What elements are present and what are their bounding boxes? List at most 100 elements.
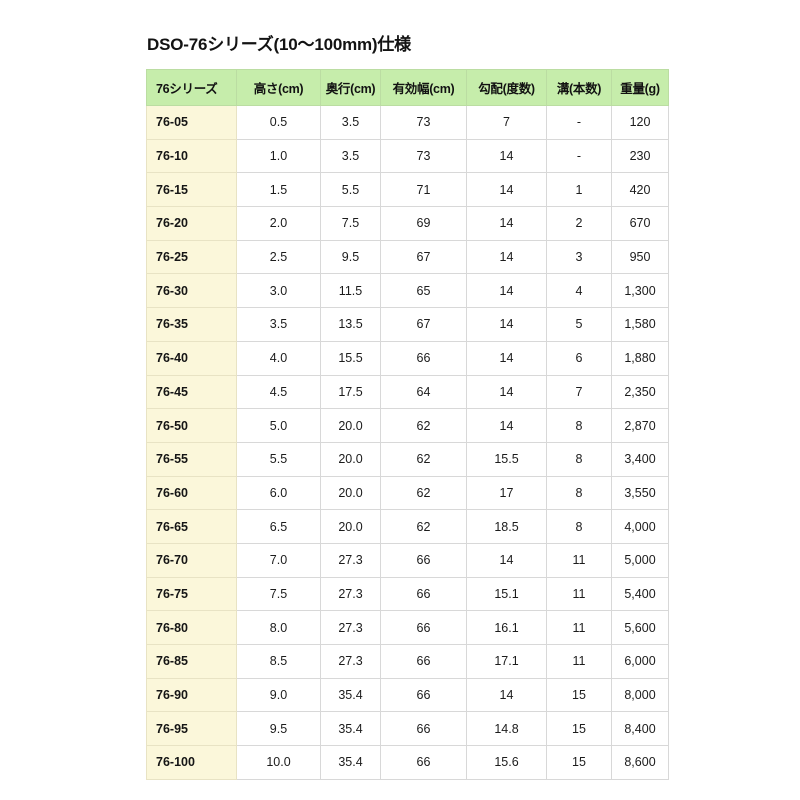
table-row: 76-25 2.5 9.5 67 14 3 950	[146, 239, 669, 275]
row-label-series: 76-95	[146, 711, 237, 747]
cell-weight: 1,880	[611, 340, 669, 376]
cell-slope: 17.1	[466, 644, 547, 679]
table-row: 76-95 9.5 35.4 66 14.8 15 8,400	[146, 711, 669, 747]
table-row: 76-80 8.0 27.3 66 16.1 11 5,600	[146, 610, 669, 645]
cell-depth: 3.5	[320, 105, 381, 140]
cell-weight: 670	[611, 206, 669, 241]
cell-grooves: 4	[546, 273, 612, 309]
cell-depth: 3.5	[320, 138, 381, 174]
row-label-series: 76-50	[146, 408, 237, 443]
cell-grooves: 3	[546, 239, 612, 275]
cell-depth: 11.5	[320, 273, 381, 309]
cell-slope: 18.5	[466, 509, 547, 544]
cell-weight: 6,000	[611, 644, 669, 679]
cell-height: 10.0	[236, 745, 321, 780]
row-label-series: 76-70	[146, 542, 237, 578]
table-row: 76-20 2.0 7.5 69 14 2 670	[146, 206, 669, 241]
row-label-series: 76-40	[146, 340, 237, 376]
cell-slope: 14	[466, 374, 547, 410]
row-label-series: 76-10	[146, 138, 237, 174]
row-label-series: 76-30	[146, 273, 237, 309]
cell-weight: 5,600	[611, 610, 669, 645]
cell-slope: 14	[466, 206, 547, 241]
column-header-height: 高さ(cm)	[236, 69, 321, 106]
row-label-series: 76-25	[146, 239, 237, 275]
column-header-grooves: 溝(本数)	[546, 69, 612, 106]
cell-weight: 1,580	[611, 307, 669, 342]
cell-grooves: 15	[546, 711, 612, 747]
cell-width: 66	[380, 677, 467, 713]
row-label-series: 76-55	[146, 441, 237, 477]
cell-grooves: -	[546, 105, 612, 140]
cell-height: 4.0	[236, 340, 321, 376]
cell-depth: 27.3	[320, 576, 381, 612]
cell-slope: 14	[466, 408, 547, 443]
cell-weight: 8,400	[611, 711, 669, 747]
cell-height: 6.5	[236, 509, 321, 544]
cell-grooves: 8	[546, 475, 612, 511]
row-label-series: 76-65	[146, 509, 237, 544]
column-header-slope: 勾配(度数)	[466, 69, 547, 106]
cell-height: 5.0	[236, 408, 321, 443]
cell-width: 65	[380, 273, 467, 309]
cell-width: 66	[380, 576, 467, 612]
cell-width: 64	[380, 374, 467, 410]
cell-height: 8.5	[236, 644, 321, 679]
cell-depth: 5.5	[320, 172, 381, 208]
cell-weight: 950	[611, 239, 669, 275]
cell-depth: 20.0	[320, 475, 381, 511]
row-label-series: 76-20	[146, 206, 237, 241]
cell-grooves: 11	[546, 542, 612, 578]
cell-grooves: 5	[546, 307, 612, 342]
cell-slope: 14	[466, 542, 547, 578]
cell-weight: 5,400	[611, 576, 669, 612]
cell-slope: 14	[466, 172, 547, 208]
cell-width: 67	[380, 239, 467, 275]
cell-depth: 35.4	[320, 677, 381, 713]
cell-weight: 230	[611, 138, 669, 174]
cell-grooves: 2	[546, 206, 612, 241]
cell-height: 2.5	[236, 239, 321, 275]
row-label-series: 76-05	[146, 105, 237, 140]
cell-depth: 15.5	[320, 340, 381, 376]
cell-weight: 2,870	[611, 408, 669, 443]
cell-weight: 2,350	[611, 374, 669, 410]
cell-grooves: 11	[546, 610, 612, 645]
cell-width: 66	[380, 644, 467, 679]
cell-grooves: 8	[546, 408, 612, 443]
cell-weight: 8,000	[611, 677, 669, 713]
table-row: 76-55 5.5 20.0 62 15.5 8 3,400	[146, 441, 669, 477]
cell-weight: 5,000	[611, 542, 669, 578]
cell-width: 62	[380, 509, 467, 544]
cell-height: 2.0	[236, 206, 321, 241]
cell-width: 66	[380, 711, 467, 747]
column-header-series: 76シリーズ	[146, 69, 237, 106]
cell-depth: 27.3	[320, 644, 381, 679]
cell-grooves: 8	[546, 509, 612, 544]
cell-depth: 27.3	[320, 610, 381, 645]
cell-width: 66	[380, 745, 467, 780]
cell-depth: 20.0	[320, 509, 381, 544]
table-row: 76-100 10.0 35.4 66 15.6 15 8,600	[146, 745, 669, 780]
cell-slope: 14	[466, 307, 547, 342]
cell-slope: 14	[466, 340, 547, 376]
cell-grooves: 6	[546, 340, 612, 376]
cell-grooves: 11	[546, 644, 612, 679]
table-row: 76-50 5.0 20.0 62 14 8 2,870	[146, 408, 669, 443]
column-header-weight: 重量(g)	[611, 69, 669, 106]
cell-slope: 15.5	[466, 441, 547, 477]
cell-height: 7.5	[236, 576, 321, 612]
cell-depth: 35.4	[320, 745, 381, 780]
cell-slope: 14.8	[466, 711, 547, 747]
row-label-series: 76-45	[146, 374, 237, 410]
cell-height: 7.0	[236, 542, 321, 578]
cell-width: 73	[380, 138, 467, 174]
cell-slope: 15.6	[466, 745, 547, 780]
table-row: 76-10 1.0 3.5 73 14-230	[146, 138, 669, 174]
cell-grooves: 15	[546, 745, 612, 780]
row-label-series: 76-15	[146, 172, 237, 208]
cell-width: 62	[380, 441, 467, 477]
table-row: 76-60 6.0 20.0 62 17 8 3,550	[146, 475, 669, 511]
row-label-series: 76-90	[146, 677, 237, 713]
